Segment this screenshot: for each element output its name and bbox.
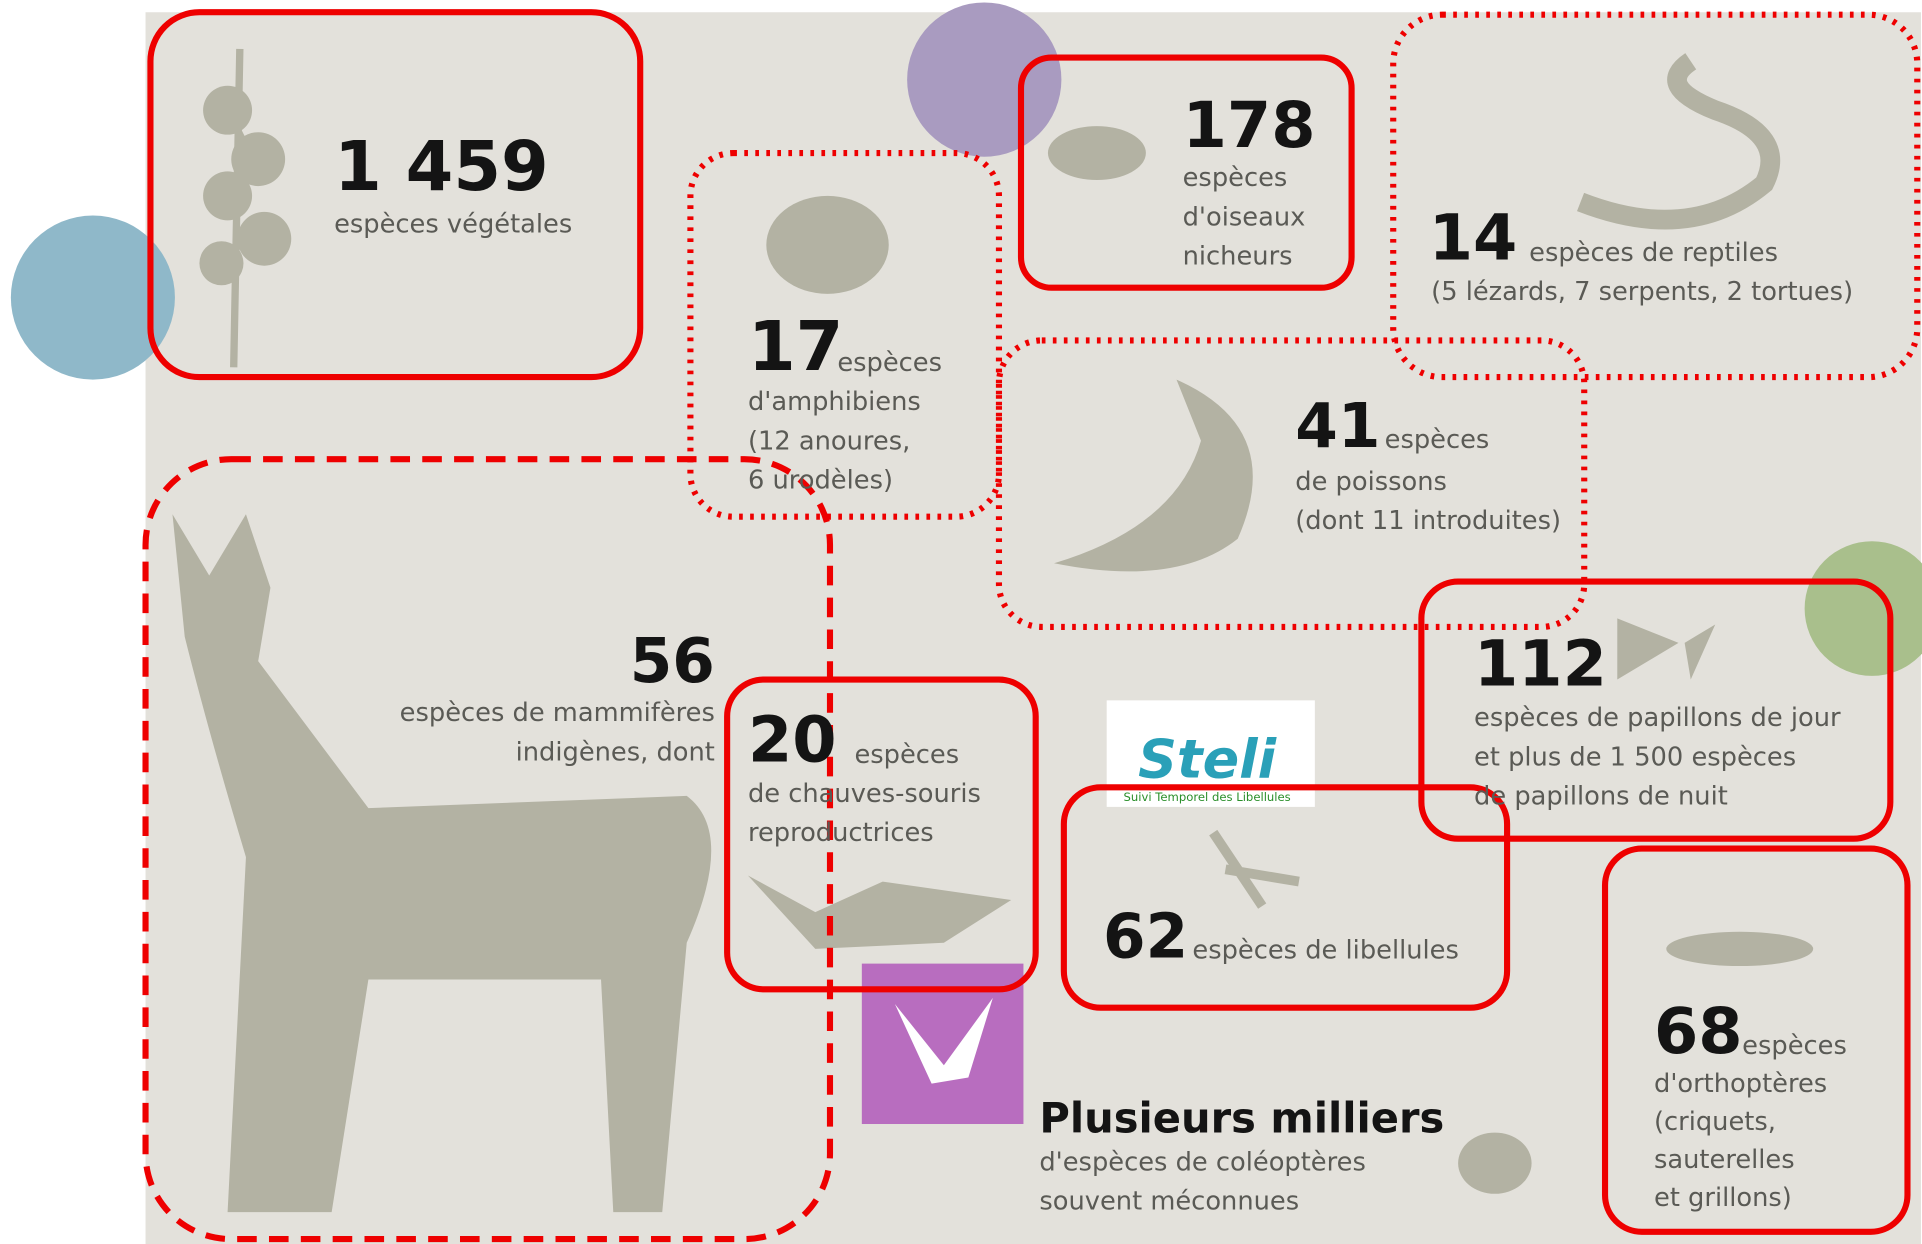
species-label: indigènes, dont	[516, 737, 715, 767]
species-label: (dont 11 introduites)	[1295, 506, 1561, 536]
species-count: 20	[748, 704, 837, 778]
species-label: 6 urodèles)	[748, 466, 893, 496]
logo-title: Steli	[1138, 728, 1278, 791]
species-label: espèces	[1385, 425, 1490, 455]
species-label: espèces	[1183, 163, 1288, 193]
species-count: Plusieurs milliers	[1039, 1094, 1444, 1143]
species-label: espèces	[854, 740, 959, 770]
species-label: souvent méconnues	[1039, 1187, 1299, 1217]
infographic: Steli Suivi Temporel des Libellules 1 45…	[0, 0, 1922, 1244]
species-count: 112	[1474, 628, 1607, 702]
species-label: espèces de reptiles	[1529, 238, 1778, 268]
species-label: et grillons)	[1654, 1183, 1792, 1213]
species-label: de chauves-souris	[748, 779, 981, 809]
species-label: espèces de libellules	[1192, 936, 1458, 966]
species-label: espèces	[837, 348, 942, 378]
species-label: et plus de 1 500 espèces	[1474, 742, 1796, 772]
species-count: 14	[1429, 202, 1518, 276]
species-label: (12 anoures,	[748, 426, 910, 456]
species-label: d'orthoptères	[1654, 1069, 1827, 1099]
species-count: 17	[748, 307, 843, 387]
species-label: de papillons de nuit	[1474, 781, 1728, 811]
bird-icon	[907, 2, 1061, 156]
species-count: 41	[1295, 391, 1380, 462]
species-label: d'amphibiens	[748, 387, 921, 417]
species-label: d'oiseaux	[1183, 202, 1306, 232]
species-label: espèces végétales	[334, 210, 572, 240]
species-count: 1 459	[334, 127, 549, 207]
species-label: sauterelles	[1654, 1145, 1795, 1175]
species-label: de poissons	[1295, 467, 1447, 497]
species-label: nicheurs	[1183, 241, 1293, 271]
species-count: 68	[1654, 995, 1743, 1069]
species-label: (5 lézards, 7 serpents, 2 tortues)	[1431, 277, 1853, 307]
species-label: espèces	[1742, 1031, 1847, 1061]
species-label: espèces de papillons de jour	[1474, 703, 1841, 733]
species-label: (criquets,	[1654, 1107, 1776, 1137]
species-count: 56	[630, 626, 715, 697]
species-label: reproductrices	[748, 818, 934, 848]
species-label: espèces de mammifères	[400, 698, 715, 728]
species-count: 62	[1103, 901, 1188, 972]
logo-subtitle: Suivi Temporel des Libellules	[1123, 790, 1290, 804]
species-count: 178	[1183, 89, 1316, 163]
page: {"items": [ {"number": "1 459", "lines":…	[0, 0, 1922, 1244]
species-label: d'espèces de coléoptères	[1039, 1148, 1365, 1178]
